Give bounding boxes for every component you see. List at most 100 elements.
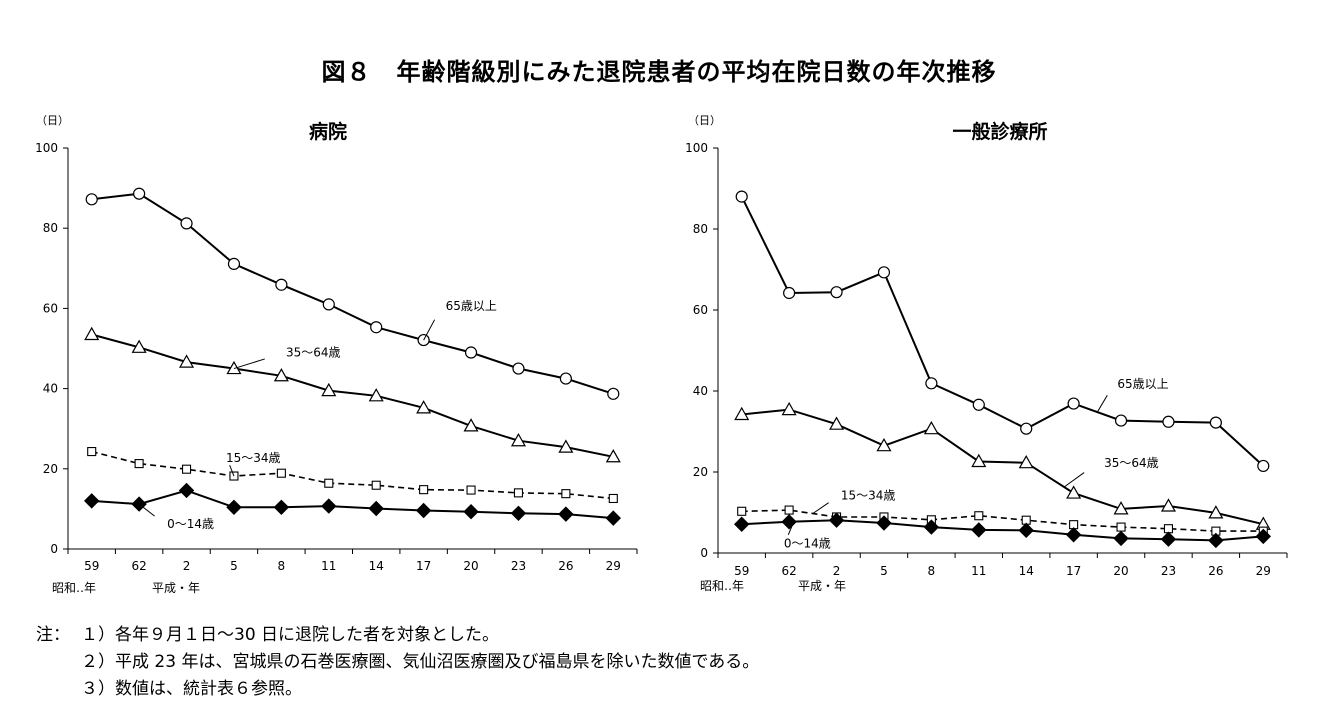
data-point-clinic-s2-5 bbox=[974, 511, 984, 521]
series-label-clinic-3: 0～14歳 bbox=[784, 537, 831, 551]
note-line-3: ３）数値は、統計表６参照。 bbox=[36, 676, 759, 703]
data-point-clinic-s0-10 bbox=[1209, 416, 1222, 429]
x-tick-label: 8 bbox=[928, 564, 936, 578]
chart-title-hospital: 病院 bbox=[309, 120, 347, 143]
data-point-hospital-s0-6 bbox=[370, 321, 383, 334]
data-point-clinic-s0-3 bbox=[877, 266, 891, 279]
data-point-clinic-s1-4 bbox=[923, 420, 939, 435]
series-line-hospital-0 bbox=[91, 192, 614, 395]
data-point-clinic-s1-9 bbox=[1160, 498, 1176, 512]
data-point-clinic-s1-8 bbox=[1113, 501, 1129, 515]
data-point-hospital-s0-11 bbox=[607, 387, 620, 400]
series-label-clinic-2: 15～34歳 bbox=[841, 489, 896, 503]
series-line-hospital-1 bbox=[91, 333, 614, 458]
data-point-clinic-s1-0 bbox=[734, 406, 750, 421]
y-tick-label: 100 bbox=[685, 141, 708, 155]
data-point-clinic-s2-9 bbox=[1163, 524, 1174, 534]
data-point-hospital-s2-2 bbox=[181, 464, 192, 474]
data-point-clinic-s3-11 bbox=[1255, 528, 1271, 545]
era-label-heisei: 平成・年 bbox=[152, 581, 200, 595]
x-tick-label: 2 bbox=[183, 559, 191, 573]
y-axis-unit-clinic: （日） bbox=[688, 114, 721, 127]
data-point-hospital-s3-9 bbox=[510, 505, 527, 522]
series-label-leader-clinic-2 bbox=[812, 502, 829, 514]
data-point-clinic-s2-1 bbox=[784, 505, 794, 515]
data-point-clinic-s0-9 bbox=[1162, 415, 1175, 428]
data-point-hospital-s2-0 bbox=[87, 447, 97, 457]
series-label-clinic-0: 65歳以上 bbox=[1117, 377, 1168, 391]
x-tick-label: 17 bbox=[416, 559, 431, 573]
data-point-hospital-s3-4 bbox=[273, 499, 290, 516]
data-point-hospital-s1-9 bbox=[510, 433, 526, 447]
note-text-2: ２）平成 23 年は、宮城県の石巻医療圏、気仙沼医療圏及び福島県を除いた数値であ… bbox=[81, 652, 760, 672]
data-point-clinic-s1-5 bbox=[971, 453, 987, 468]
data-point-hospital-s1-4 bbox=[273, 368, 289, 382]
y-tick-label: 100 bbox=[35, 141, 58, 155]
series-label-hospital-3: 0～14歳 bbox=[167, 517, 214, 531]
y-tick-label: 20 bbox=[693, 465, 708, 479]
data-point-hospital-s1-1 bbox=[131, 339, 147, 353]
data-point-clinic-s1-10 bbox=[1208, 505, 1224, 519]
data-point-hospital-s3-11 bbox=[605, 510, 621, 526]
data-point-hospital-s3-10 bbox=[558, 506, 574, 522]
note-text-1: １）各年９月１日～30 日に退院した者を対象とした。 bbox=[81, 625, 500, 645]
data-point-hospital-s0-0 bbox=[85, 193, 98, 206]
data-point-hospital-s1-0 bbox=[84, 326, 100, 341]
data-point-hospital-s0-2 bbox=[180, 217, 193, 230]
data-point-clinic-s1-7 bbox=[1066, 485, 1082, 499]
data-point-hospital-s2-4 bbox=[276, 468, 286, 478]
x-tick-label: 14 bbox=[1019, 564, 1034, 578]
data-point-clinic-s0-1 bbox=[783, 286, 796, 300]
series-label-hospital-0: 65歳以上 bbox=[446, 299, 497, 313]
x-tick-label: 14 bbox=[369, 559, 384, 573]
data-point-hospital-s2-8 bbox=[466, 485, 476, 495]
y-tick-label: 60 bbox=[43, 301, 58, 315]
x-tick-label: 26 bbox=[1208, 564, 1223, 578]
data-point-clinic-s3-10 bbox=[1208, 532, 1224, 549]
data-point-hospital-s1-2 bbox=[179, 354, 195, 368]
y-tick-label: 40 bbox=[43, 382, 58, 396]
series-line-clinic-2 bbox=[741, 509, 1264, 532]
series-line-hospital-2 bbox=[91, 450, 614, 500]
data-point-clinic-s2-8 bbox=[1116, 522, 1126, 532]
x-tick-label: 62 bbox=[781, 564, 796, 578]
data-point-hospital-s1-5 bbox=[321, 382, 337, 397]
series-line-clinic-1 bbox=[741, 408, 1264, 526]
x-tick-label: 62 bbox=[131, 559, 146, 573]
data-point-hospital-s0-8 bbox=[464, 346, 478, 359]
y-tick-label: 80 bbox=[43, 221, 58, 235]
era-label-showa: 昭和‥年 bbox=[700, 579, 744, 593]
data-point-clinic-s0-4 bbox=[925, 377, 938, 390]
series-label-leader-clinic-1 bbox=[1063, 472, 1085, 488]
data-point-clinic-s0-7 bbox=[1067, 397, 1080, 410]
data-point-hospital-s2-1 bbox=[134, 459, 144, 469]
series-label-leader-clinic-0 bbox=[1096, 395, 1108, 413]
x-tick-label: 5 bbox=[880, 564, 888, 578]
data-point-clinic-s3-7 bbox=[1065, 527, 1082, 543]
note-line-2: ２）平成 23 年は、宮城県の石巻医療圏、気仙沼医療圏及び福島県を除いた数値であ… bbox=[36, 649, 759, 676]
x-tick-label: 26 bbox=[558, 559, 573, 573]
data-point-clinic-s1-3 bbox=[876, 437, 892, 452]
series-label-leader-hospital-2 bbox=[229, 465, 235, 477]
data-point-clinic-s0-11 bbox=[1257, 459, 1270, 473]
series-label-clinic-1: 35～64歳 bbox=[1104, 456, 1159, 470]
y-tick-label: 60 bbox=[693, 303, 708, 317]
x-tick-label: 8 bbox=[278, 559, 286, 573]
data-point-hospital-s2-7 bbox=[419, 485, 429, 495]
note-line-1: 注： １）各年９月１日～30 日に退院した者を対象とした。 bbox=[36, 622, 759, 649]
figure-title: 図８ 年齢階級別にみた退院患者の平均在院日数の年次推移 bbox=[321, 58, 997, 86]
series-line-clinic-3 bbox=[741, 519, 1264, 542]
x-tick-label: 20 bbox=[463, 559, 478, 573]
y-tick-label: 0 bbox=[700, 546, 708, 560]
x-tick-label: 17 bbox=[1066, 564, 1081, 578]
y-tick-label: 40 bbox=[693, 384, 708, 398]
y-axis-unit-hospital: （日） bbox=[36, 114, 69, 127]
series-label-leader-clinic-3 bbox=[787, 521, 795, 536]
data-point-hospital-s0-9 bbox=[512, 362, 525, 375]
data-point-clinic-s3-2 bbox=[828, 512, 845, 528]
data-point-hospital-s1-8 bbox=[463, 418, 479, 432]
x-tick-label: 23 bbox=[1161, 564, 1176, 578]
data-point-clinic-s3-0 bbox=[734, 516, 750, 532]
series-label-leader-hospital-1 bbox=[233, 358, 265, 370]
data-point-hospital-s2-6 bbox=[371, 480, 381, 490]
